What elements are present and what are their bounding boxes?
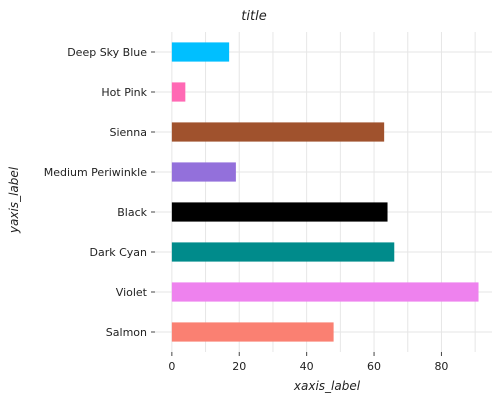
bar-black [171,202,388,222]
x-tick-label: 60 [367,360,381,373]
bar-hot-pink [171,82,186,102]
bar-salmon [171,322,334,342]
y-axis-ticks: Salmon Violet Dark Cyan Black Medium Periwin… [44,46,155,339]
y-tick-label: Violet [116,286,148,299]
chart-title: title [241,9,266,24]
y-tick-label: Deep Sky Blue [67,46,147,59]
bar-dark-cyan [171,242,395,262]
y-tick-label: Hot Pink [101,86,147,99]
x-tick-label: 0 [168,360,175,373]
y-tick-label: Dark Cyan [89,246,147,259]
x-axis-ticks: 0 20 40 60 80 [168,352,448,373]
x-tick-label: 80 [434,360,448,373]
y-tick-label: Medium Periwinkle [44,166,148,179]
bars [171,42,479,342]
x-axis-label: xaxis_label [293,379,361,393]
y-tick-label: Sienna [110,126,148,139]
bar-deep-sky-blue [171,42,230,62]
bar-medium-periwinkle [171,162,236,182]
y-axis-label: yaxis_label [7,166,21,234]
x-tick-label: 40 [300,360,314,373]
y-tick-label: Salmon [106,326,147,339]
bar-violet [171,282,479,302]
y-tick-label: Black [117,206,147,219]
bar-sienna [171,122,385,142]
gridlines [155,32,492,352]
x-tick-label: 20 [232,360,246,373]
